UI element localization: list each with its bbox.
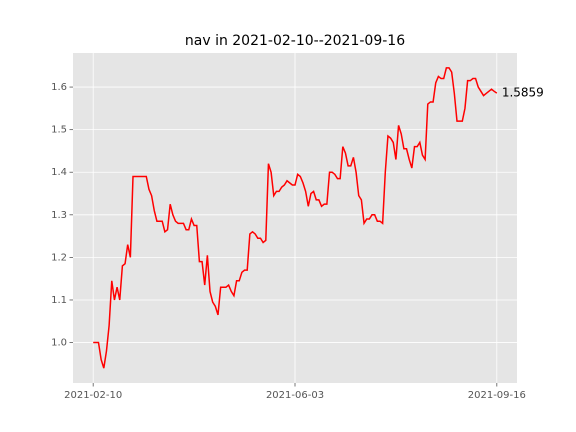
last-value-label: 1.5859 [502, 86, 544, 100]
x-tick-label: 2021-09-16 [468, 390, 526, 401]
x-tick-label: 2021-06-03 [266, 390, 324, 401]
y-tick-label: 1.5 [51, 125, 67, 136]
chart-title: nav in 2021-02-10--2021-09-16 [185, 33, 405, 49]
y-tick-label: 1.6 [51, 82, 67, 93]
y-tick-label: 1.2 [51, 252, 67, 263]
nav-line [93, 67, 498, 369]
y-tick-label: 1.0 [51, 338, 67, 349]
y-tick-label: 1.1 [51, 295, 67, 306]
y-tick-label: 1.4 [51, 167, 67, 178]
y-tick-label: 1.3 [51, 210, 67, 221]
x-tick-label: 2021-02-10 [64, 390, 122, 401]
